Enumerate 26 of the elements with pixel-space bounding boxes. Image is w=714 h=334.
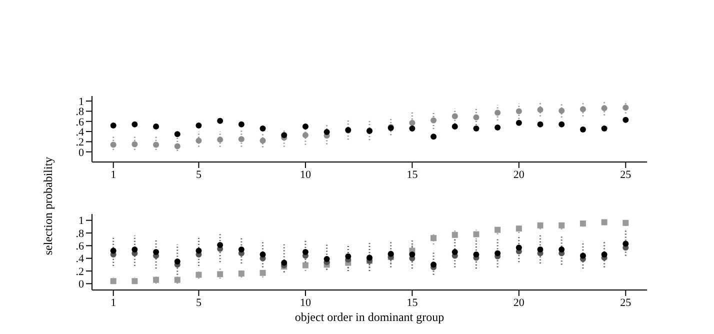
y-tick-label: .2 <box>76 266 84 278</box>
x-tick-label: 25 <box>620 296 632 309</box>
x-tick-label: 10 <box>300 296 312 309</box>
x-tick-label: 5 <box>196 296 202 309</box>
y-tick-label: 1 <box>78 96 84 108</box>
x-tick-label: 20 <box>513 296 525 309</box>
y-tick-label: .8 <box>76 106 84 118</box>
x-tick-label: 1 <box>110 168 116 181</box>
y-tick-label: 0 <box>78 146 84 159</box>
y-tick-label: .4 <box>76 253 84 266</box>
y-tick-label: .4 <box>76 126 84 138</box>
x-tick-label: 1 <box>110 296 116 309</box>
y-tick-label: .8 <box>76 228 84 240</box>
y-tick-label: 0 <box>78 278 84 291</box>
x-tick-label: 25 <box>620 168 632 181</box>
x-tick-label: 10 <box>300 168 312 181</box>
y-tick-label: .2 <box>76 136 84 149</box>
y-tick-label: .6 <box>76 240 84 253</box>
x-tick-label: 15 <box>406 296 418 309</box>
x-tick-label: 20 <box>513 168 525 181</box>
y-tick-label: .6 <box>76 116 84 128</box>
x-tick-label: 15 <box>406 168 418 181</box>
y-axis-title: selection probability <box>41 156 55 256</box>
x-axis-title: object order in dominant group <box>294 310 444 324</box>
y-tick-label: 1 <box>78 215 84 228</box>
x-tick-label: 5 <box>196 168 202 181</box>
